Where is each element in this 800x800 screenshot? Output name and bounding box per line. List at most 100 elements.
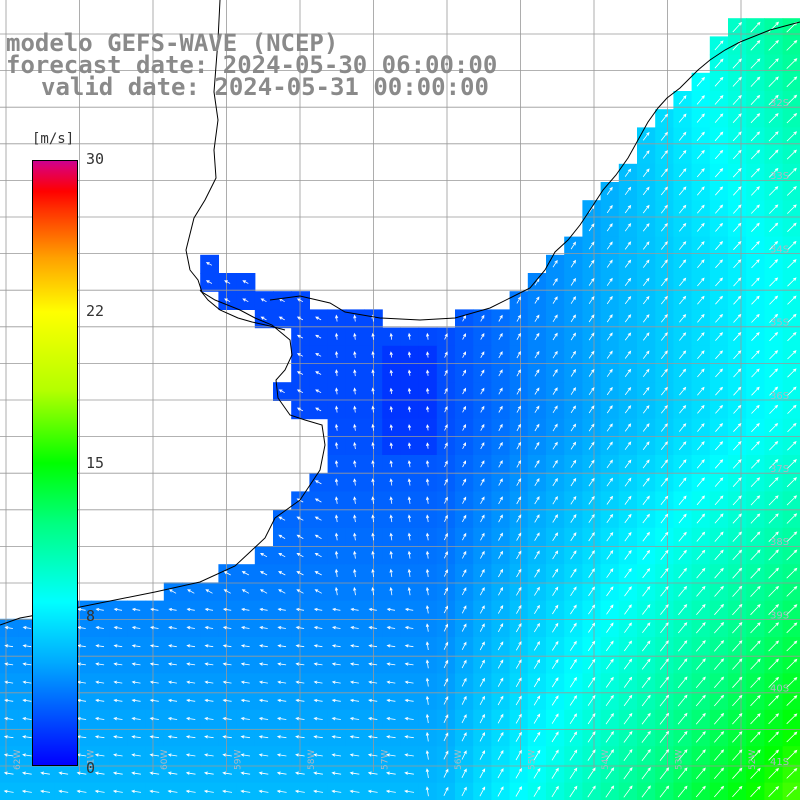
wind-cell <box>655 145 674 165</box>
wind-arrow <box>606 241 613 250</box>
wind-arrow <box>677 749 688 761</box>
wind-arrow <box>389 442 393 449</box>
wind-arrow <box>697 277 705 287</box>
wind-arrow <box>696 222 705 232</box>
wind-cell <box>673 473 693 492</box>
wind-cell <box>600 309 620 329</box>
wind-cell <box>655 382 674 401</box>
wind-arrow <box>205 280 213 284</box>
wind-arrow <box>624 568 632 579</box>
wind-arrow <box>678 441 687 451</box>
wind-cell <box>436 728 456 747</box>
wind-arrow <box>497 677 504 687</box>
wind-arrow <box>241 589 250 594</box>
wind-cell <box>709 127 729 147</box>
wind-arrow <box>498 387 503 395</box>
wind-cell <box>564 436 583 456</box>
wind-cell <box>546 655 565 674</box>
wind-arrow <box>715 404 724 414</box>
wind-arrow <box>334 478 339 486</box>
wind-arrow <box>480 387 485 395</box>
wind-arrow <box>678 459 687 469</box>
wind-arrow <box>444 442 448 449</box>
wind-cell <box>527 473 547 492</box>
wind-arrow <box>331 789 342 794</box>
wind-arrow <box>769 368 779 378</box>
wind-cell <box>491 327 511 347</box>
wind-arrow <box>569 695 578 706</box>
wind-cell <box>709 655 729 674</box>
wind-arrow <box>714 168 724 178</box>
wind-arrow <box>389 351 393 358</box>
wind-arrow <box>515 641 522 651</box>
wind-cell <box>564 709 583 729</box>
wind-cell <box>655 327 674 347</box>
wind-arrow <box>498 441 503 450</box>
wind-arrow <box>349 753 360 757</box>
wind-arrow <box>223 571 231 576</box>
wind-cell <box>618 400 638 420</box>
wind-arrow <box>715 241 724 250</box>
wind-arrow <box>677 694 688 707</box>
wind-cell <box>673 182 693 201</box>
wind-arrow <box>786 513 798 524</box>
wind-cell <box>436 400 456 420</box>
wind-arrow <box>768 495 779 506</box>
wind-arrow <box>497 641 504 651</box>
wind-arrow <box>534 405 540 413</box>
wind-cell <box>436 709 456 729</box>
wind-arrow <box>768 513 779 524</box>
wind-cell <box>600 618 620 638</box>
wind-cell <box>709 254 729 274</box>
wind-arrow <box>313 735 323 739</box>
wind-arrow <box>715 368 724 378</box>
wind-cell <box>600 218 620 238</box>
wind-cell <box>728 345 747 365</box>
wind-arrow <box>696 585 706 597</box>
wind-arrow <box>367 789 378 794</box>
wind-arrow <box>186 607 195 612</box>
wind-cell <box>455 746 474 765</box>
wind-cell <box>36 782 56 800</box>
wind-cell <box>637 582 656 602</box>
wind-arrow <box>516 351 521 359</box>
wind-cell <box>655 764 674 784</box>
wind-arrow <box>551 749 559 761</box>
wind-arrow <box>258 789 269 794</box>
wind-arrow <box>733 313 742 323</box>
wind-arrow <box>385 789 396 794</box>
wind-cell <box>527 673 547 693</box>
wind-arrow <box>660 131 668 141</box>
wind-arrow <box>606 295 613 305</box>
wind-cell <box>673 673 693 693</box>
wind-arrow <box>660 513 669 524</box>
wind-cell <box>600 254 620 274</box>
wind-cell <box>691 200 711 219</box>
wind-arrow <box>588 550 595 560</box>
wind-arrow <box>461 641 467 650</box>
wind-cell <box>527 291 547 310</box>
wind-arrow <box>404 717 414 721</box>
wind-arrow <box>389 460 393 468</box>
wind-cell <box>637 564 656 583</box>
wind-cell <box>655 655 674 674</box>
wind-arrow <box>642 477 650 487</box>
wind-cell <box>582 600 602 620</box>
wind-cell <box>673 491 693 511</box>
wind-cell <box>618 291 638 310</box>
wind-arrow <box>385 771 396 775</box>
wind-arrow <box>641 785 651 798</box>
wind-cell <box>455 564 474 583</box>
wind-cell <box>637 728 656 747</box>
wind-cell <box>491 382 511 401</box>
wind-arrow <box>371 496 375 504</box>
wind-arrow <box>389 550 393 559</box>
wind-arrow <box>404 644 414 648</box>
wind-arrow <box>353 496 357 504</box>
wind-cell <box>764 436 784 456</box>
wind-arrow <box>659 730 670 743</box>
wind-arrow <box>624 241 632 250</box>
wind-arrow <box>276 717 287 721</box>
wind-arrow <box>751 186 760 196</box>
wind-arrow <box>732 640 743 652</box>
